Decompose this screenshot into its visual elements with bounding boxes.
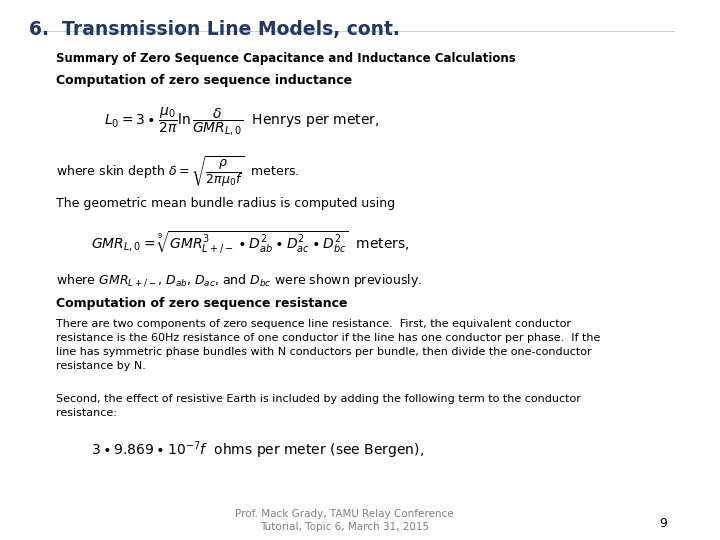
Text: There are two components of zero sequence line resistance.  First, the equivalen: There are two components of zero sequenc… <box>56 320 600 372</box>
Text: Computation of zero sequence resistance: Computation of zero sequence resistance <box>56 297 348 310</box>
Text: where skin depth $\delta = \sqrt{\dfrac{\rho}{2\pi\mu_0 f}}$  meters.: where skin depth $\delta = \sqrt{\dfrac{… <box>56 154 300 189</box>
Text: $GMR_{L,0} = \sqrt[9]{GMR_{L+/-}^{3} \bullet D_{ab}^2 \bullet D_{ac}^2 \bullet D: $GMR_{L,0} = \sqrt[9]{GMR_{L+/-}^{3} \bu… <box>91 230 410 256</box>
Text: Tutorial, Topic 6, March 31, 2015: Tutorial, Topic 6, March 31, 2015 <box>260 523 429 532</box>
Text: The geometric mean bundle radius is computed using: The geometric mean bundle radius is comp… <box>56 198 395 211</box>
Text: Computation of zero sequence inductance: Computation of zero sequence inductance <box>56 74 352 87</box>
Text: Summary of Zero Sequence Capacitance and Inductance Calculations: Summary of Zero Sequence Capacitance and… <box>56 52 516 65</box>
Text: $3 \bullet 9.869 \bullet 10^{-7} f$  ohms per meter (see Bergen),: $3 \bullet 9.869 \bullet 10^{-7} f$ ohms… <box>91 439 423 461</box>
Text: Prof. Mack Grady, TAMU Relay Conference: Prof. Mack Grady, TAMU Relay Conference <box>235 509 454 519</box>
Text: Second, the effect of resistive Earth is included by adding the following term t: Second, the effect of resistive Earth is… <box>56 394 581 417</box>
Text: 9: 9 <box>659 517 667 530</box>
Text: 6.  Transmission Line Models, cont.: 6. Transmission Line Models, cont. <box>29 20 400 39</box>
Text: where $GMR_{L+/-}$, $D_{ab}$, $D_{ac}$, and $D_{bc}$ were shown previously.: where $GMR_{L+/-}$, $D_{ab}$, $D_{ac}$, … <box>56 273 423 289</box>
Text: $L_0 = 3 \bullet \dfrac{\mu_0}{2\pi} \ln \dfrac{\delta}{GMR_{L,0}}$  Henrys per : $L_0 = 3 \bullet \dfrac{\mu_0}{2\pi} \ln… <box>104 106 380 138</box>
